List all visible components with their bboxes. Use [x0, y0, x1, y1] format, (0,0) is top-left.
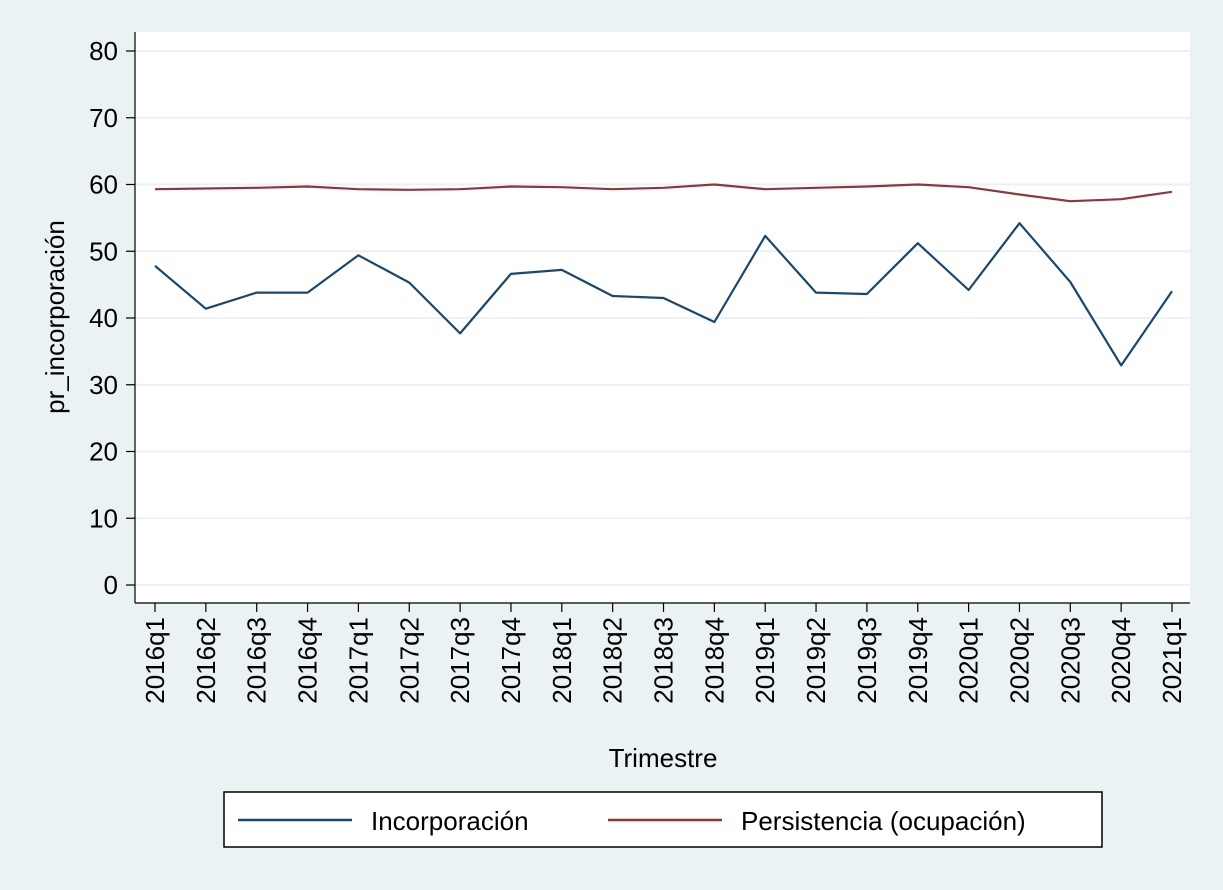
y-tick-label: 40	[89, 303, 118, 333]
x-tick-label: 2016q4	[293, 617, 323, 704]
y-axis-label: pr_incorporación	[40, 220, 70, 414]
x-tick-label: 2017q4	[496, 617, 526, 704]
x-tick-label: 2017q3	[445, 617, 475, 704]
x-tick-label: 2020q3	[1055, 617, 1085, 704]
y-tick-label: 30	[89, 370, 118, 400]
x-tick-label: 2020q1	[954, 617, 984, 704]
x-axis-ticks: 2016q1 2016q2 2016q3 2016q4 2017q1 2017q2 2017…	[140, 603, 1187, 704]
y-tick-label: 60	[89, 170, 118, 200]
y-tick-label: 0	[104, 570, 118, 600]
legend: Incorporación Persistencia (ocupación)	[223, 791, 1103, 848]
y-tick-label: 10	[89, 503, 118, 533]
series-line-incorporacion	[154, 222, 1173, 367]
y-axis-ticks: 0 10 20 30 40 50 60 70 80	[89, 36, 135, 600]
x-tick-label: 2018q4	[699, 617, 729, 704]
x-tick-label: 2016q3	[242, 617, 272, 704]
x-tick-label: 2018q1	[547, 617, 577, 704]
x-tick-label: 2017q1	[343, 617, 373, 704]
y-tick-label: 70	[89, 103, 118, 133]
x-tick-label: 2018q3	[649, 617, 679, 704]
x-tick-label: 2018q2	[598, 617, 628, 704]
x-tick-label: 2016q1	[140, 617, 170, 704]
y-tick-label: 20	[89, 437, 118, 467]
y-tick-label: 50	[89, 236, 118, 266]
series-line-persistencia	[154, 183, 1173, 203]
x-tick-label: 2019q3	[852, 617, 882, 704]
y-tick-label: 80	[89, 36, 118, 66]
x-tick-label: 2019q2	[801, 617, 831, 704]
x-tick-label: 2017q2	[394, 617, 424, 704]
x-tick-label: 2019q4	[903, 617, 933, 704]
x-tick-label: 2020q2	[1004, 617, 1034, 704]
x-tick-label: 2021q1	[1157, 617, 1187, 704]
series-lines	[154, 183, 1173, 367]
x-tick-label: 2019q1	[750, 617, 780, 704]
legend-label-persistencia: Persistencia (ocupación)	[741, 806, 1026, 836]
x-tick-label: 2016q2	[191, 617, 221, 704]
x-tick-label: 2020q4	[1106, 617, 1136, 704]
gridlines	[135, 50, 1190, 586]
legend-label-incorporacion: Incorporación	[371, 806, 529, 836]
x-axis-label: Trimestre	[609, 743, 718, 773]
